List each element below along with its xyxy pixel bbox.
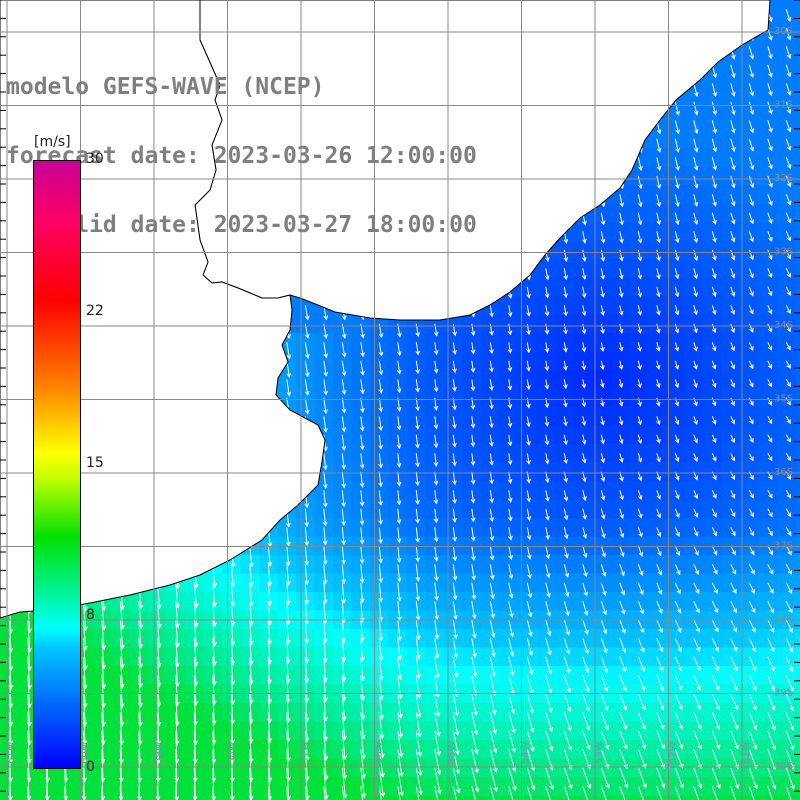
speed-cell: [795, 0, 800, 20]
speed-cell: [795, 518, 800, 538]
speed-cell: [518, 795, 538, 800]
speed-cell: [795, 111, 800, 131]
speed-cell: [795, 703, 800, 723]
speed-cell: [721, 795, 741, 800]
speed-cell: [758, 795, 778, 800]
speed-cell: [795, 388, 800, 408]
speed-cell: [795, 573, 800, 593]
speed-cell: [795, 92, 800, 112]
speed-cell: [795, 499, 800, 519]
speed-cell: [795, 74, 800, 94]
speed-cell: [795, 55, 800, 75]
speed-cell: [425, 795, 445, 800]
speed-cell: [795, 129, 800, 149]
speed-cell: [795, 370, 800, 390]
speed-cell: [629, 795, 649, 800]
speed-cell: [795, 777, 800, 797]
speed-cell: [795, 277, 800, 297]
speed-cell: [795, 203, 800, 223]
speed-cell: [795, 37, 800, 57]
speed-cell: [795, 314, 800, 334]
speed-cell: [314, 795, 334, 800]
speed-cell: [795, 148, 800, 168]
speed-cell: [795, 795, 800, 800]
speed-cell: [703, 795, 723, 800]
speed-cell: [536, 795, 556, 800]
speed-cell: [351, 795, 371, 800]
speed-cell: [795, 721, 800, 741]
speed-cell: [555, 795, 575, 800]
speed-cell: [795, 555, 800, 575]
speed-cell: [462, 795, 482, 800]
speed-cell: [684, 795, 704, 800]
speed-cell: [610, 795, 630, 800]
speed-cell: [388, 795, 408, 800]
speed-cell: [795, 166, 800, 186]
speed-cell: [795, 333, 800, 353]
speed-cell: [795, 18, 800, 38]
speed-cell: [333, 795, 353, 800]
speed-cell: [407, 795, 427, 800]
speed-cell: [795, 592, 800, 612]
speed-cell: [481, 795, 501, 800]
speed-cell: [444, 795, 464, 800]
speed-cell: [795, 444, 800, 464]
speed-cell: [740, 795, 760, 800]
speed-cell: [795, 222, 800, 242]
speed-cell: [777, 795, 797, 800]
speed-cell: [795, 407, 800, 427]
speed-cell: [573, 795, 593, 800]
speed-cell: [647, 795, 667, 800]
speed-cell: [795, 758, 800, 778]
speed-cell: [795, 259, 800, 279]
speed-cell: [795, 684, 800, 704]
speed-cell: [795, 481, 800, 501]
speed-cell: [795, 629, 800, 649]
speed-cell: [795, 647, 800, 667]
speed-cell: [795, 740, 800, 760]
speed-cell: [795, 240, 800, 260]
speed-cell: [370, 795, 390, 800]
speed-cell: [795, 666, 800, 686]
speed-cell: [795, 462, 800, 482]
speed-cell: [795, 425, 800, 445]
speed-cell: [795, 185, 800, 205]
speed-cell: [795, 296, 800, 316]
speed-cell: [499, 795, 519, 800]
speed-cell: [795, 351, 800, 371]
